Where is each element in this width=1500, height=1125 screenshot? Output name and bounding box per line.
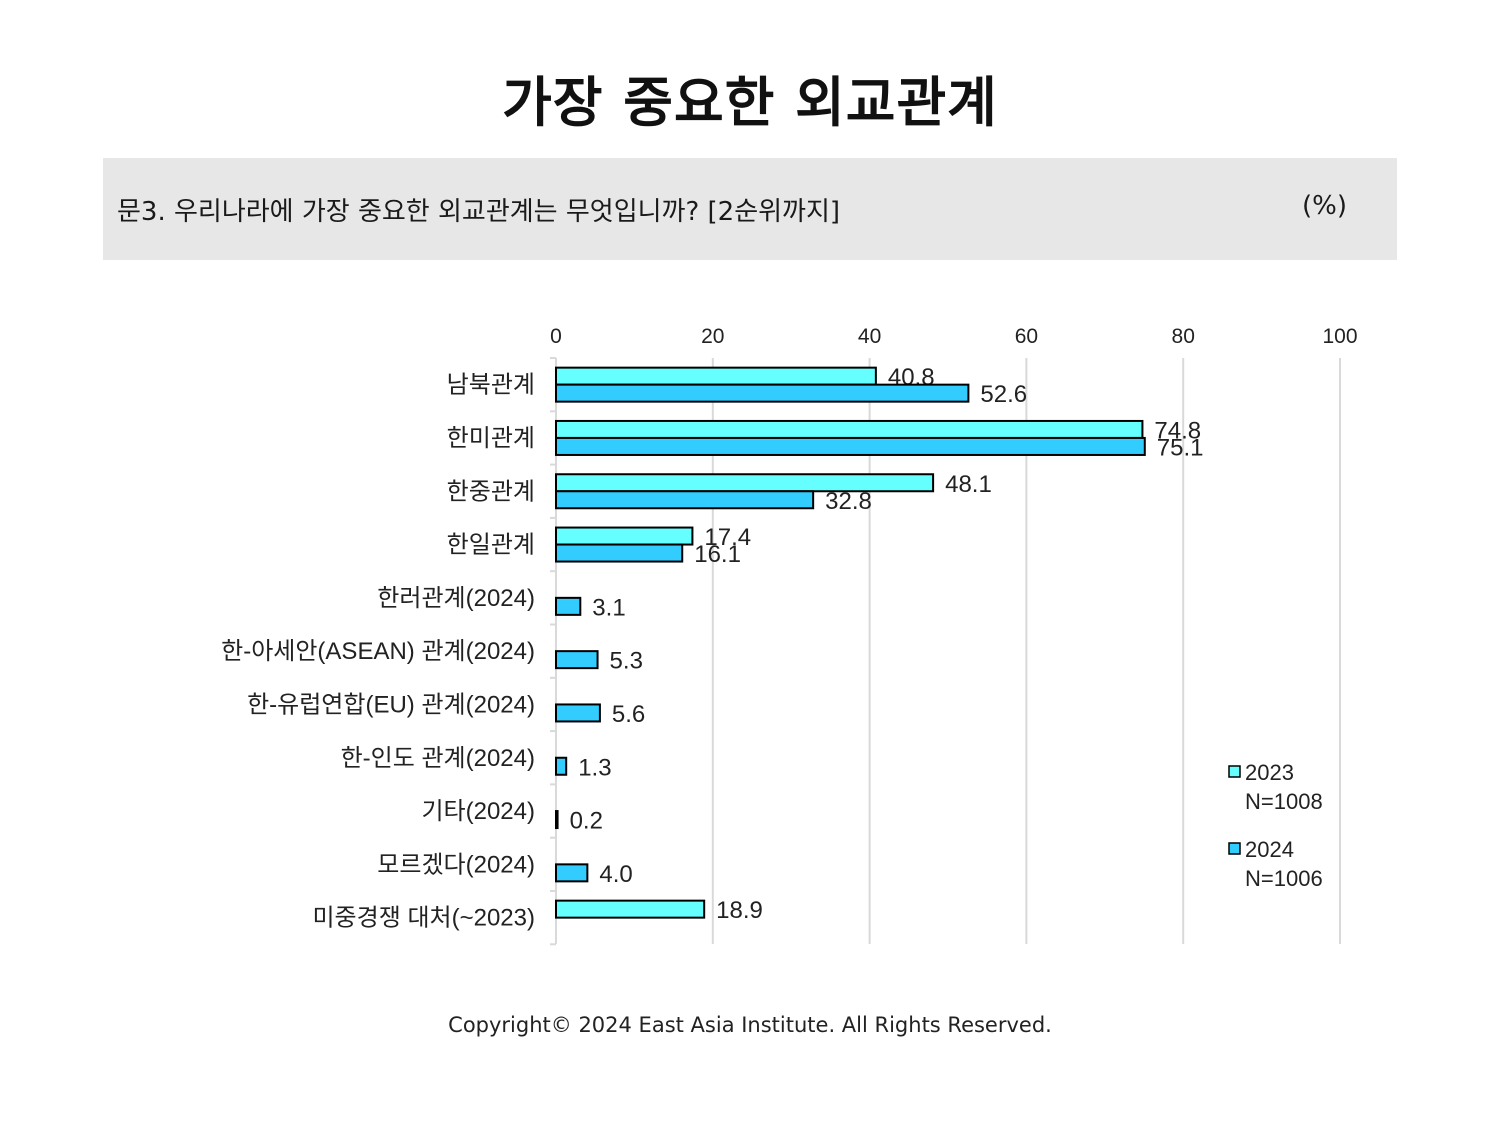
data-label-2023: 74.8 xyxy=(1154,417,1201,444)
x-tick-label: 20 xyxy=(701,325,724,348)
data-label-2023: 48.1 xyxy=(945,471,992,498)
bar-2024 xyxy=(555,383,970,403)
data-label-2023: 17.4 xyxy=(704,524,751,551)
bar-2023 xyxy=(555,526,694,546)
legend-swatch-2023 xyxy=(1228,765,1241,778)
data-label-2024: 1.3 xyxy=(578,754,611,781)
data-label-2024: 5.6 xyxy=(612,701,645,728)
category-label: 한-유럽연합(EU) 관계(2024) xyxy=(247,691,535,718)
data-label-2024: 5.3 xyxy=(610,648,643,675)
bar-2024 xyxy=(555,436,1146,456)
bar-2024 xyxy=(555,543,684,563)
bar-2024 xyxy=(555,756,568,776)
bar-2023 xyxy=(555,473,935,493)
bar-2023 xyxy=(555,419,1144,439)
data-label-2024: 52.6 xyxy=(980,381,1027,408)
category-label: 모르겠다(2024) xyxy=(377,851,535,878)
data-label-2024: 4.0 xyxy=(599,861,632,888)
question-text: 문3. 우리나라에 가장 중요한 외교관계는 무엇입니까? [2순위까지] xyxy=(117,197,841,227)
copyright-footer: Copyright© 2024 East Asia Institute. All… xyxy=(448,1013,1052,1037)
category-label: 한미관계 xyxy=(447,425,535,452)
bar-2024 xyxy=(555,703,601,723)
data-label-2024: 16.1 xyxy=(694,541,741,568)
bar-2023 xyxy=(555,899,706,919)
data-label-2023: 18.9 xyxy=(716,897,763,924)
x-tick-label: 80 xyxy=(1172,325,1195,348)
data-label-2024: 75.1 xyxy=(1157,434,1204,461)
bar-2024 xyxy=(555,490,815,510)
legend-swatch-2024 xyxy=(1228,842,1241,855)
x-tick-label: 0 xyxy=(550,325,562,348)
x-tick-label: 100 xyxy=(1322,325,1357,348)
data-label-2024: 0.2 xyxy=(570,808,603,835)
question-band: 문3. 우리나라에 가장 중요한 외교관계는 무엇입니까? [2순위까지] (%… xyxy=(103,158,1397,260)
legend-label-2024: 2024 xyxy=(1245,837,1294,862)
x-tick-label: 40 xyxy=(858,325,881,348)
category-label: 한중관계 xyxy=(447,478,535,505)
x-tick-label: 60 xyxy=(1015,325,1038,348)
page-title: 가장 중요한 외교관계 xyxy=(502,71,998,134)
data-label-2024: 32.8 xyxy=(825,488,872,515)
legend-sample-size-2023: N=1008 xyxy=(1245,789,1323,814)
category-label: 한-인도 관계(2024) xyxy=(341,745,535,772)
category-label: 미중경쟁 대처(~2023) xyxy=(312,905,535,932)
bar-2024 xyxy=(555,650,599,670)
bar-2024 xyxy=(555,810,559,830)
bar-2024 xyxy=(555,596,582,616)
bar-2023 xyxy=(555,366,877,386)
legend-label-2023: 2023 xyxy=(1245,760,1294,785)
category-label: 한일관계 xyxy=(447,532,535,559)
category-label: 한러관계(2024) xyxy=(377,585,535,612)
unit-label: (%) xyxy=(1302,191,1347,221)
category-label: 남북관계 xyxy=(447,372,535,399)
legend-sample-size-2024: N=1006 xyxy=(1245,866,1323,891)
bar-2024 xyxy=(555,863,589,883)
category-label: 한-아세안(ASEAN) 관계(2024) xyxy=(221,638,535,665)
data-label-2024: 3.1 xyxy=(592,594,625,621)
category-label: 기타(2024) xyxy=(421,798,535,825)
